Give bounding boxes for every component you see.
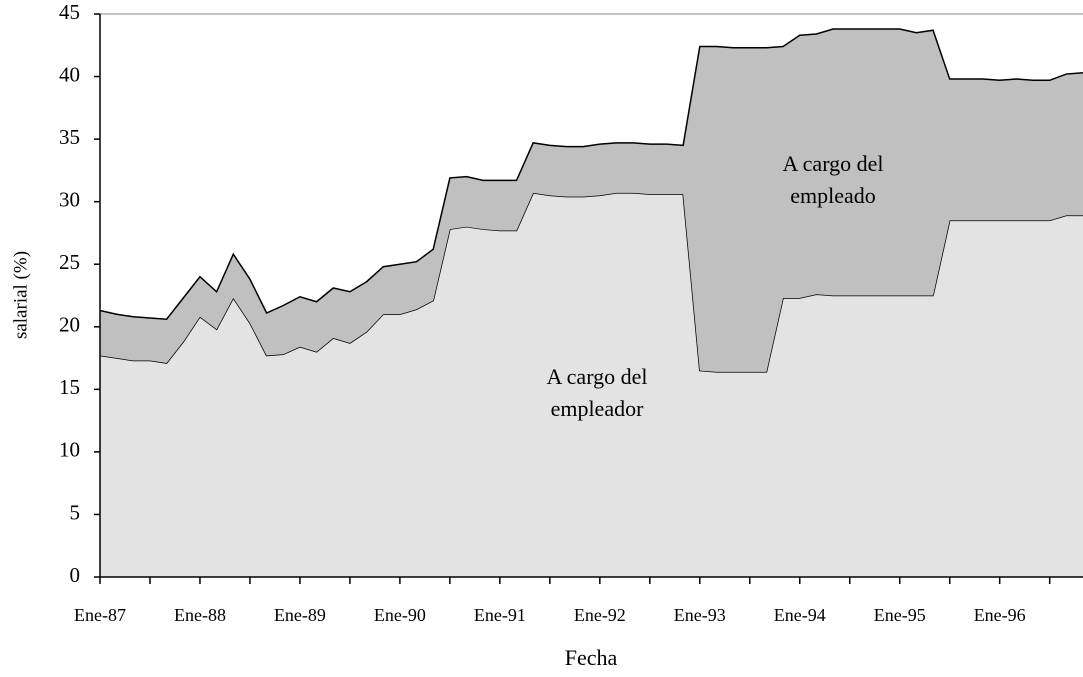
- x-tick-label: Ene-96: [974, 605, 1026, 625]
- x-tick-label: Ene-88: [174, 605, 226, 625]
- x-tick-label: Ene-91: [474, 605, 526, 625]
- y-tick-label: 20: [59, 313, 80, 337]
- x-tick-label: Ene-93: [674, 605, 726, 625]
- series-label: A cargo del empleado: [782, 151, 884, 208]
- x-axis-title: Fecha: [565, 645, 618, 670]
- x-tick-label: Ene-87: [74, 605, 126, 625]
- y-tick-label: 40: [59, 62, 80, 86]
- x-tick-label: Ene-94: [774, 605, 826, 625]
- area-edge: [99, 28, 1083, 321]
- y-axis-title: salarial (%): [10, 251, 31, 339]
- area: [100, 192, 1083, 578]
- y-tick-label: 10: [59, 438, 80, 462]
- y-tick-label: 35: [59, 125, 80, 149]
- y-tick-label: 25: [59, 250, 80, 274]
- y-tick-label: 30: [59, 187, 80, 211]
- x-tick-label: Ene-90: [374, 605, 426, 625]
- x-tick-label: Ene-95: [874, 605, 926, 625]
- y-tick-label: 45: [59, 0, 80, 24]
- series-label: A cargo del empleador: [546, 364, 648, 421]
- y-tick-label: 0: [70, 563, 81, 587]
- area: [100, 29, 1083, 372]
- y-tick-label: 15: [59, 375, 80, 399]
- y-tick-label: 5: [70, 500, 81, 524]
- x-tick-label: Ene-92: [574, 605, 626, 625]
- x-tick-label: Ene-89: [274, 605, 326, 625]
